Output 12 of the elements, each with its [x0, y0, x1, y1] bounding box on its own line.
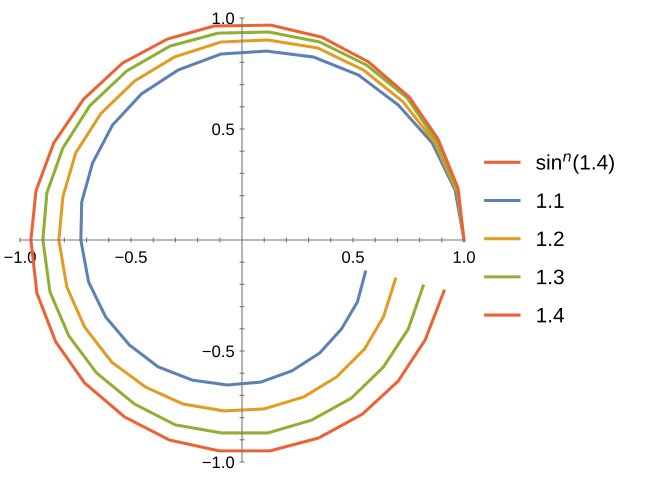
y-tick-label: 1.0 [212, 12, 234, 24]
legend-title: sin$^{n}$(1.4) [536, 153, 614, 174]
x-tick-label: 0.5 [342, 251, 364, 264]
y-tick-label: −0.5 [202, 345, 234, 358]
legend-label: 1.1 [537, 193, 564, 208]
legend-label: 1.2 [537, 231, 564, 246]
x-tick-label: −0.5 [115, 251, 147, 264]
y-tick-label: −1.0 [202, 456, 234, 468]
x-tick-label: 1.0 [454, 251, 475, 264]
y-tick-label: 0.5 [212, 123, 234, 136]
legend-label: 1.3 [537, 270, 564, 284]
legend-label: 1.4 [537, 308, 564, 322]
